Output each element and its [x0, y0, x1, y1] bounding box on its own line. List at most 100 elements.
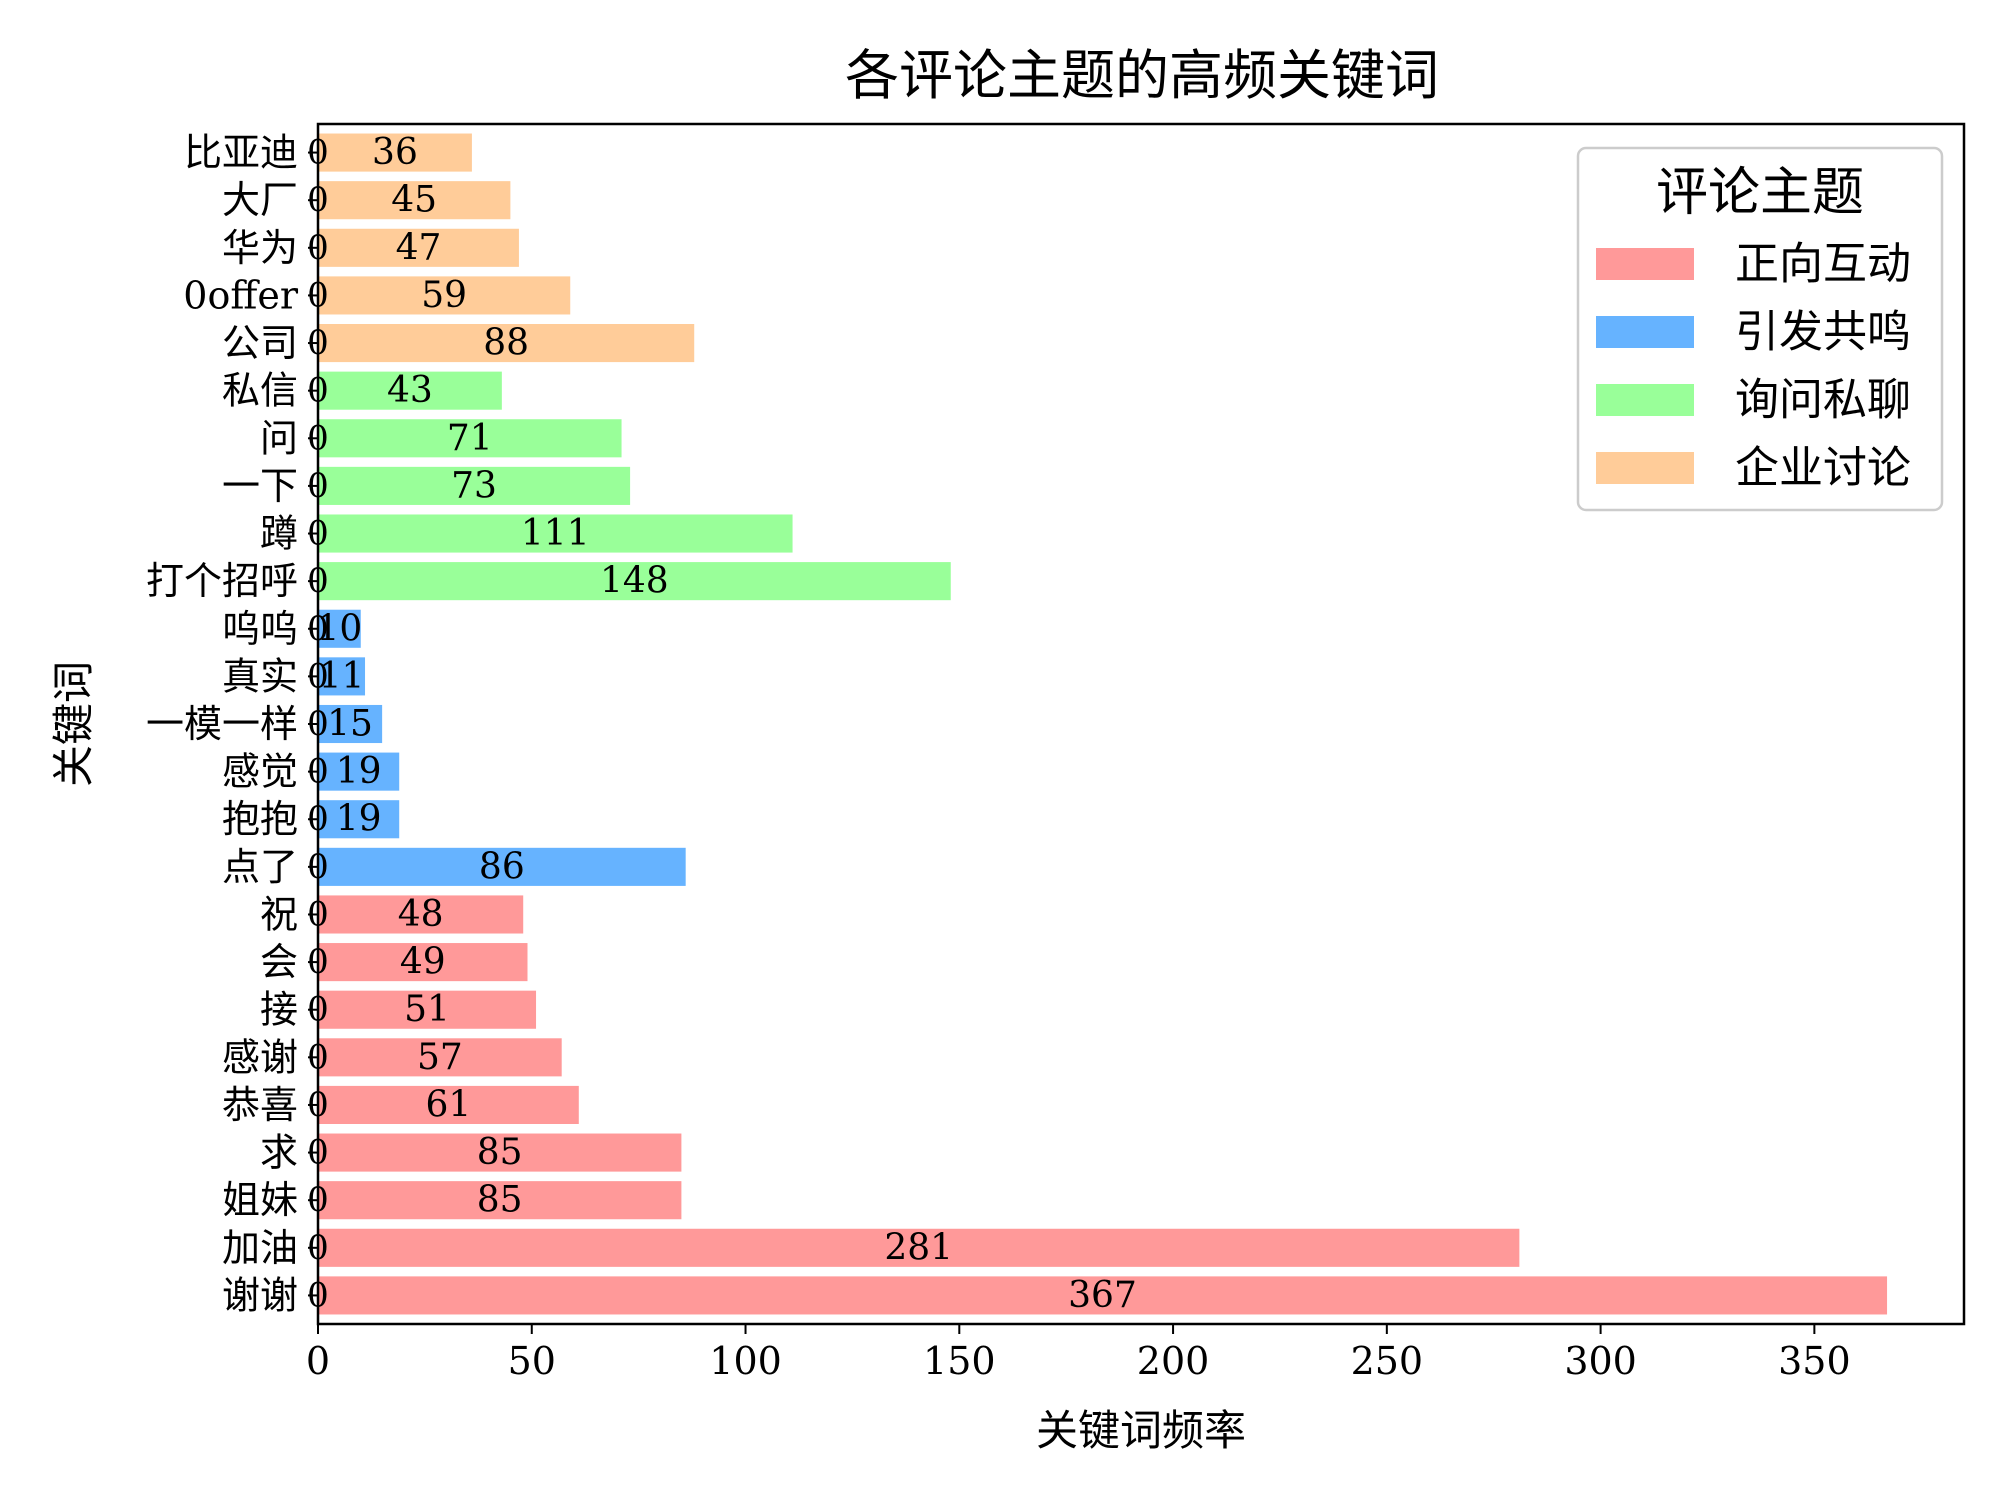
y-axis-label: 关键词 [49, 661, 98, 787]
x-tick-label: 200 [1137, 1339, 1210, 1383]
y-category-label: 比亚迪 [184, 131, 298, 175]
bars-layer: 3670281085085061057051049048086019019015… [307, 132, 1888, 1316]
bar-value-label: 73 [451, 465, 497, 506]
bar-value-label: 85 [477, 1132, 523, 1173]
bar-value-label: 15 [327, 704, 373, 745]
x-tick-label: 50 [508, 1339, 556, 1383]
y-category-label: 恭喜 [222, 1083, 298, 1127]
y-category-label: 点了 [222, 845, 298, 889]
y-category-label: 蹲 [260, 512, 298, 556]
y-category-label: 谢谢 [222, 1273, 298, 1317]
bar [318, 1228, 1520, 1267]
y-category-label: 感觉 [222, 750, 298, 794]
x-axis-ticks: 0 50 100 150 200 250 300 350 [306, 1324, 1851, 1383]
bar [318, 514, 793, 553]
legend-swatch [1596, 452, 1694, 484]
y-category-label: 真实 [222, 654, 298, 698]
legend-swatch [1596, 384, 1694, 416]
legend-label: 询问私聊 [1735, 375, 1911, 426]
bar-value-label: 45 [391, 180, 437, 221]
bar [318, 324, 695, 363]
y-category-label: 问 [260, 416, 298, 460]
bar [318, 562, 951, 601]
chart-title: 各评论主题的高频关键词 [845, 44, 1439, 107]
bar [318, 276, 571, 315]
bar [318, 1085, 579, 1124]
bar-value-label: 71 [447, 418, 493, 459]
bar-value-label: 43 [387, 370, 433, 411]
y-category-label: 姐妹 [222, 1178, 298, 1222]
bar-value-label: 10 [316, 608, 362, 649]
bar-value-label: 47 [396, 227, 442, 268]
legend-swatch [1596, 248, 1694, 280]
y-category-label: 呜呜 [222, 607, 298, 651]
y-category-label: 接 [260, 988, 298, 1032]
bar-value-label: 49 [400, 942, 446, 983]
y-category-label: 祝 [260, 892, 298, 936]
bar [318, 943, 528, 982]
x-tick-label: 250 [1351, 1339, 1424, 1383]
y-category-label: 华为 [222, 226, 298, 270]
bar [318, 1181, 682, 1220]
legend-label: 引发共鸣 [1735, 307, 1911, 358]
y-category-label: 抱抱 [222, 797, 298, 841]
y-category-label: 加油 [222, 1226, 298, 1270]
bar-value-label: 367 [1068, 1275, 1137, 1316]
y-category-label: 打个招呼 [146, 559, 298, 603]
bar [318, 800, 400, 839]
legend-title: 评论主题 [1656, 163, 1864, 223]
legend-label: 正向互动 [1735, 239, 1911, 290]
y-category-label: 感谢 [222, 1035, 298, 1079]
bar-value-label: 59 [421, 275, 467, 316]
bar [318, 1038, 562, 1077]
bar [318, 419, 622, 458]
x-axis-label: 关键词频率 [1036, 1406, 1246, 1455]
y-category-labels: 谢谢加油姐妹求恭喜感谢接会祝点了抱抱感觉一模一样真实呜呜打个招呼蹲一下问私信公司… [146, 131, 318, 1317]
bar [318, 1133, 682, 1172]
bar [318, 1276, 1888, 1315]
bar-value-label: 48 [398, 894, 444, 935]
bar-value-label: 148 [600, 561, 669, 602]
x-tick-label: 300 [1564, 1339, 1637, 1383]
x-tick-label: 350 [1778, 1339, 1851, 1383]
legend-frame [1576, 146, 1944, 512]
bar-value-label: 88 [483, 323, 529, 364]
bar-value-label: 85 [477, 1180, 523, 1221]
bar [318, 181, 511, 220]
y-category-label: 私信 [222, 369, 298, 413]
bar-value-label: 36 [372, 132, 418, 173]
bar-value-label: 51 [404, 989, 450, 1030]
bar [318, 895, 524, 934]
x-tick-label: 100 [709, 1339, 782, 1383]
plot-frame [316, 122, 1966, 1326]
legend-swatch [1596, 316, 1694, 348]
bar-value-label: 19 [336, 751, 382, 792]
y-category-label: 求 [260, 1131, 298, 1175]
bar [318, 752, 400, 791]
bar-value-label: 281 [884, 1227, 953, 1268]
bar [318, 228, 519, 267]
y-category-label: 一模一样 [146, 702, 298, 746]
bar-value-label: 61 [425, 1084, 471, 1125]
x-tick-label: 150 [923, 1339, 996, 1383]
bar [318, 657, 366, 696]
y-category-label: 0offer [183, 273, 299, 317]
bar-value-label: 19 [336, 799, 382, 840]
x-tick-label: 0 [306, 1339, 330, 1383]
bar-value-label: 86 [479, 846, 525, 887]
y-category-label: 一下 [222, 464, 298, 508]
y-category-label: 公司 [222, 321, 298, 365]
bar-value-label: 111 [521, 513, 590, 554]
bar [318, 990, 537, 1029]
bar [318, 847, 686, 886]
bar [318, 466, 631, 505]
bar-value-label: 57 [417, 1037, 463, 1078]
bar [318, 704, 383, 744]
y-category-label: 大厂 [222, 178, 298, 222]
legend-label: 企业讨论 [1735, 443, 1911, 494]
y-category-label: 会 [260, 940, 298, 984]
bar [318, 133, 472, 172]
